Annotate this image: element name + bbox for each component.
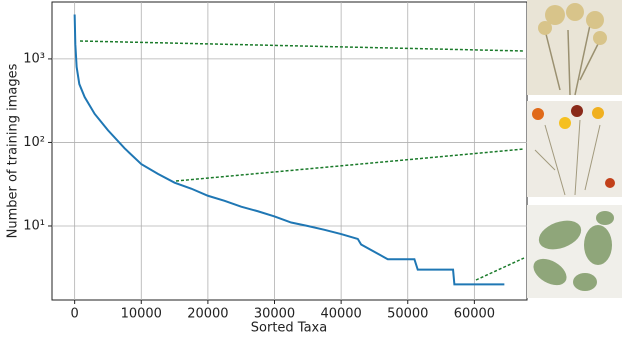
x-tick-label: 20000	[187, 307, 228, 322]
plant-stems	[534, 119, 601, 196]
plant-stems	[544, 24, 601, 96]
y-tick-label: 10³	[23, 51, 45, 66]
data-line	[73, 14, 505, 286]
flowers	[538, 3, 607, 45]
pointer-line	[175, 148, 525, 182]
x-tick-label: 50000	[387, 307, 428, 322]
y-tick-label: 10¹	[23, 218, 45, 233]
pointer-line	[79, 40, 525, 52]
flower	[559, 117, 571, 129]
specimen-images	[527, 0, 622, 298]
x-tick-label: 0	[71, 307, 79, 322]
x-tick-label: 10000	[121, 307, 162, 322]
x-tick-label: 60000	[454, 307, 495, 322]
flower	[571, 105, 583, 117]
y-axis-label: Number of training images	[6, 63, 21, 238]
x-axis-label: Sorted Taxa	[251, 321, 327, 336]
flower	[605, 178, 615, 188]
pointer-line	[475, 257, 525, 281]
plot-frame	[51, 1, 528, 301]
flower	[532, 108, 544, 120]
flower	[592, 107, 604, 119]
y-tick-label: 10²	[23, 135, 45, 150]
x-tick-label: 30000	[254, 307, 295, 322]
leaves	[533, 211, 614, 291]
x-tick-label: 40000	[320, 307, 361, 322]
pointer-lines	[79, 40, 525, 281]
